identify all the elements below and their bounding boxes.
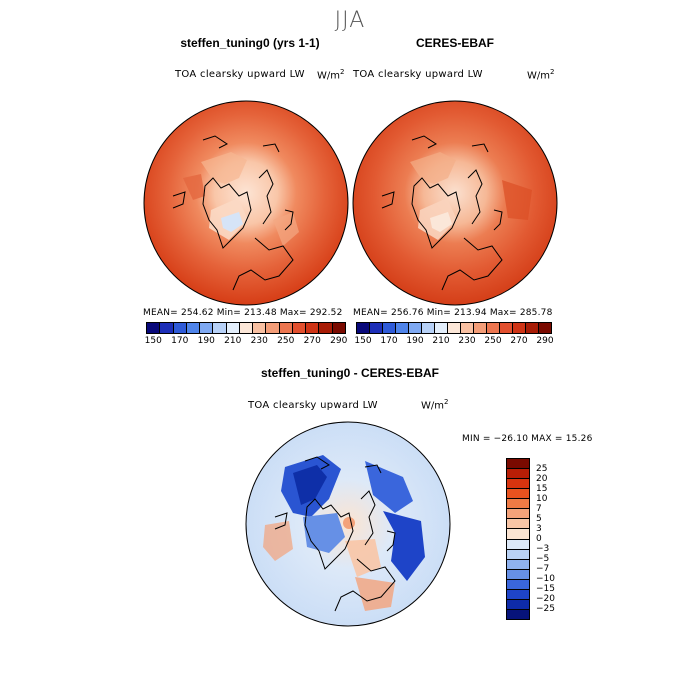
obs-colorbar-swatch — [474, 323, 487, 333]
diff-units: W/m2 — [421, 398, 449, 412]
obs-colorbar-swatch — [422, 323, 435, 333]
model-colorbar-swatch — [226, 323, 240, 333]
diff-colorbar-tick-label: 25 — [536, 464, 548, 474]
obs-units: W/m2 — [527, 68, 555, 82]
diff-colorbar-swatch — [507, 599, 529, 610]
obs-colorbar-tick-label: 290 — [536, 336, 554, 346]
obs-colorbar-swatch — [513, 323, 526, 333]
diff-colorbar-swatch — [507, 499, 529, 510]
model-colorbar-tick-label: 190 — [197, 336, 215, 346]
model-colorbar-swatch — [239, 323, 254, 333]
model-colorbar-tick-label: 290 — [330, 336, 348, 346]
model-colorbar: 150 170 190 210 230 250 270 290 — [145, 322, 347, 346]
obs-colorbar-swatch — [448, 323, 461, 333]
diff-colorbar-swatch — [507, 519, 529, 530]
model-colorbar-tick-label: 230 — [250, 336, 268, 346]
model-colorbar-tick-label: 170 — [171, 336, 189, 346]
model-polar-map — [143, 100, 349, 306]
obs-colorbar-tick-label: 230 — [458, 336, 476, 346]
diff-colorbar-tick-label: −15 — [536, 584, 555, 594]
diff-colorbar-tick-label: 20 — [536, 474, 548, 484]
model-colorbar-swatch — [279, 323, 293, 333]
diff-colorbar-swatch — [507, 569, 529, 580]
obs-colorbar-swatch — [357, 323, 370, 333]
obs-colorbar-swatch — [370, 323, 383, 333]
obs-colorbar-swatch — [435, 323, 448, 333]
obs-colorbar-swatch — [500, 323, 513, 333]
diff-colorbar-tick-label: −10 — [536, 574, 555, 584]
obs-colorbar-tick-label: 250 — [484, 336, 502, 346]
obs-colorbar-swatch — [461, 323, 474, 333]
diff-colorbar-tick-label: −5 — [536, 554, 550, 564]
diff-colorbar-swatch — [507, 489, 529, 500]
model-stats: MEAN= 254.62 Min= 213.48 Max= 292.52 — [143, 308, 343, 318]
obs-colorbar-tick-label: 210 — [432, 336, 450, 346]
model-panel-title: steffen_tuning0 (yrs 1-1) — [180, 36, 320, 50]
diff-colorbar-tick-label: −25 — [536, 604, 555, 614]
model-colorbar-swatch — [200, 323, 214, 333]
obs-stats: MEAN= 256.76 Min= 213.94 Max= 285.78 — [353, 308, 553, 318]
model-colorbar-tick-label: 270 — [303, 336, 321, 346]
obs-colorbar-tick-label: 190 — [406, 336, 424, 346]
obs-colorbar-swatch — [539, 323, 551, 333]
model-colorbar-swatch — [160, 323, 174, 333]
obs-colorbar-swatch — [396, 323, 409, 333]
model-colorbar-swatch — [253, 323, 267, 333]
model-colorbar-swatch — [266, 323, 280, 333]
diff-colorbar-swatch — [507, 469, 529, 480]
obs-colorbar-tick-label: 170 — [380, 336, 398, 346]
model-colorbar-swatch — [213, 323, 227, 333]
diff-colorbar-tick-label: 5 — [536, 514, 542, 524]
diff-panel-title: steffen_tuning0 - CERES-EBAF — [260, 366, 439, 380]
obs-colorbar-swatch — [487, 323, 500, 333]
diff-stats: MIN = −26.10 MAX = 15.26 — [462, 434, 593, 444]
diff-colorbar-tick-label: −7 — [536, 564, 550, 574]
obs-colorbar: 150 170 190 210 230 250 270 290 — [354, 322, 554, 346]
diff-colorbar-swatch — [507, 589, 529, 600]
diff-colorbar-swatch — [507, 559, 529, 570]
model-colorbar-swatch — [306, 323, 320, 333]
diff-colorbar-tick-label: 3 — [536, 524, 542, 534]
model-colorbar-swatch — [292, 323, 307, 333]
model-colorbar-tick-label: 210 — [224, 336, 242, 346]
obs-panel-title: CERES-EBAF — [415, 36, 494, 50]
obs-variable-label: TOA clearsky upward LW — [353, 69, 483, 80]
diff-colorbar-swatch — [507, 579, 529, 590]
diff-colorbar-swatch — [507, 529, 529, 540]
diff-colorbar-swatch — [507, 549, 529, 560]
model-colorbar-swatch — [147, 323, 161, 333]
season-title: JJA — [334, 8, 366, 33]
obs-colorbar-tick-label: 270 — [510, 336, 528, 346]
diff-colorbar-tick-label: 15 — [536, 484, 548, 494]
model-colorbar-swatch — [319, 323, 333, 333]
model-colorbar-swatch — [173, 323, 187, 333]
diff-colorbar-tick-label: 0 — [536, 534, 542, 544]
model-colorbar-swatch — [332, 323, 345, 333]
model-units: W/m2 — [317, 68, 345, 82]
diff-colorbar-swatch — [507, 479, 529, 490]
diff-colorbar-swatch — [507, 609, 529, 619]
obs-colorbar-swatch — [383, 323, 396, 333]
diff-colorbar-swatch — [507, 539, 529, 550]
diff-variable-label: TOA clearsky upward LW — [248, 400, 378, 411]
model-colorbar-tick-label: 150 — [144, 336, 162, 346]
diff-colorbar-tick-label: 7 — [536, 504, 542, 514]
model-variable-label: TOA clearsky upward LW — [175, 69, 305, 80]
diff-colorbar: 25 20 15 10 7 5 3 0 −3 −5 −7 −10 −15 −20 −25 — [506, 458, 555, 620]
obs-colorbar-swatch — [526, 323, 539, 333]
diff-colorbar-tick-label: −20 — [536, 594, 555, 604]
diff-colorbar-tick-label: 10 — [536, 494, 548, 504]
diff-colorbar-swatch — [507, 509, 529, 520]
obs-colorbar-tick-label: 150 — [354, 336, 372, 346]
diff-colorbar-swatch — [507, 459, 529, 470]
model-colorbar-swatch — [186, 323, 201, 333]
diff-colorbar-tick-label: −3 — [536, 544, 550, 554]
obs-colorbar-swatch — [409, 323, 422, 333]
model-colorbar-tick-label: 250 — [277, 336, 295, 346]
diff-polar-map — [245, 421, 451, 627]
obs-polar-map — [352, 100, 558, 306]
